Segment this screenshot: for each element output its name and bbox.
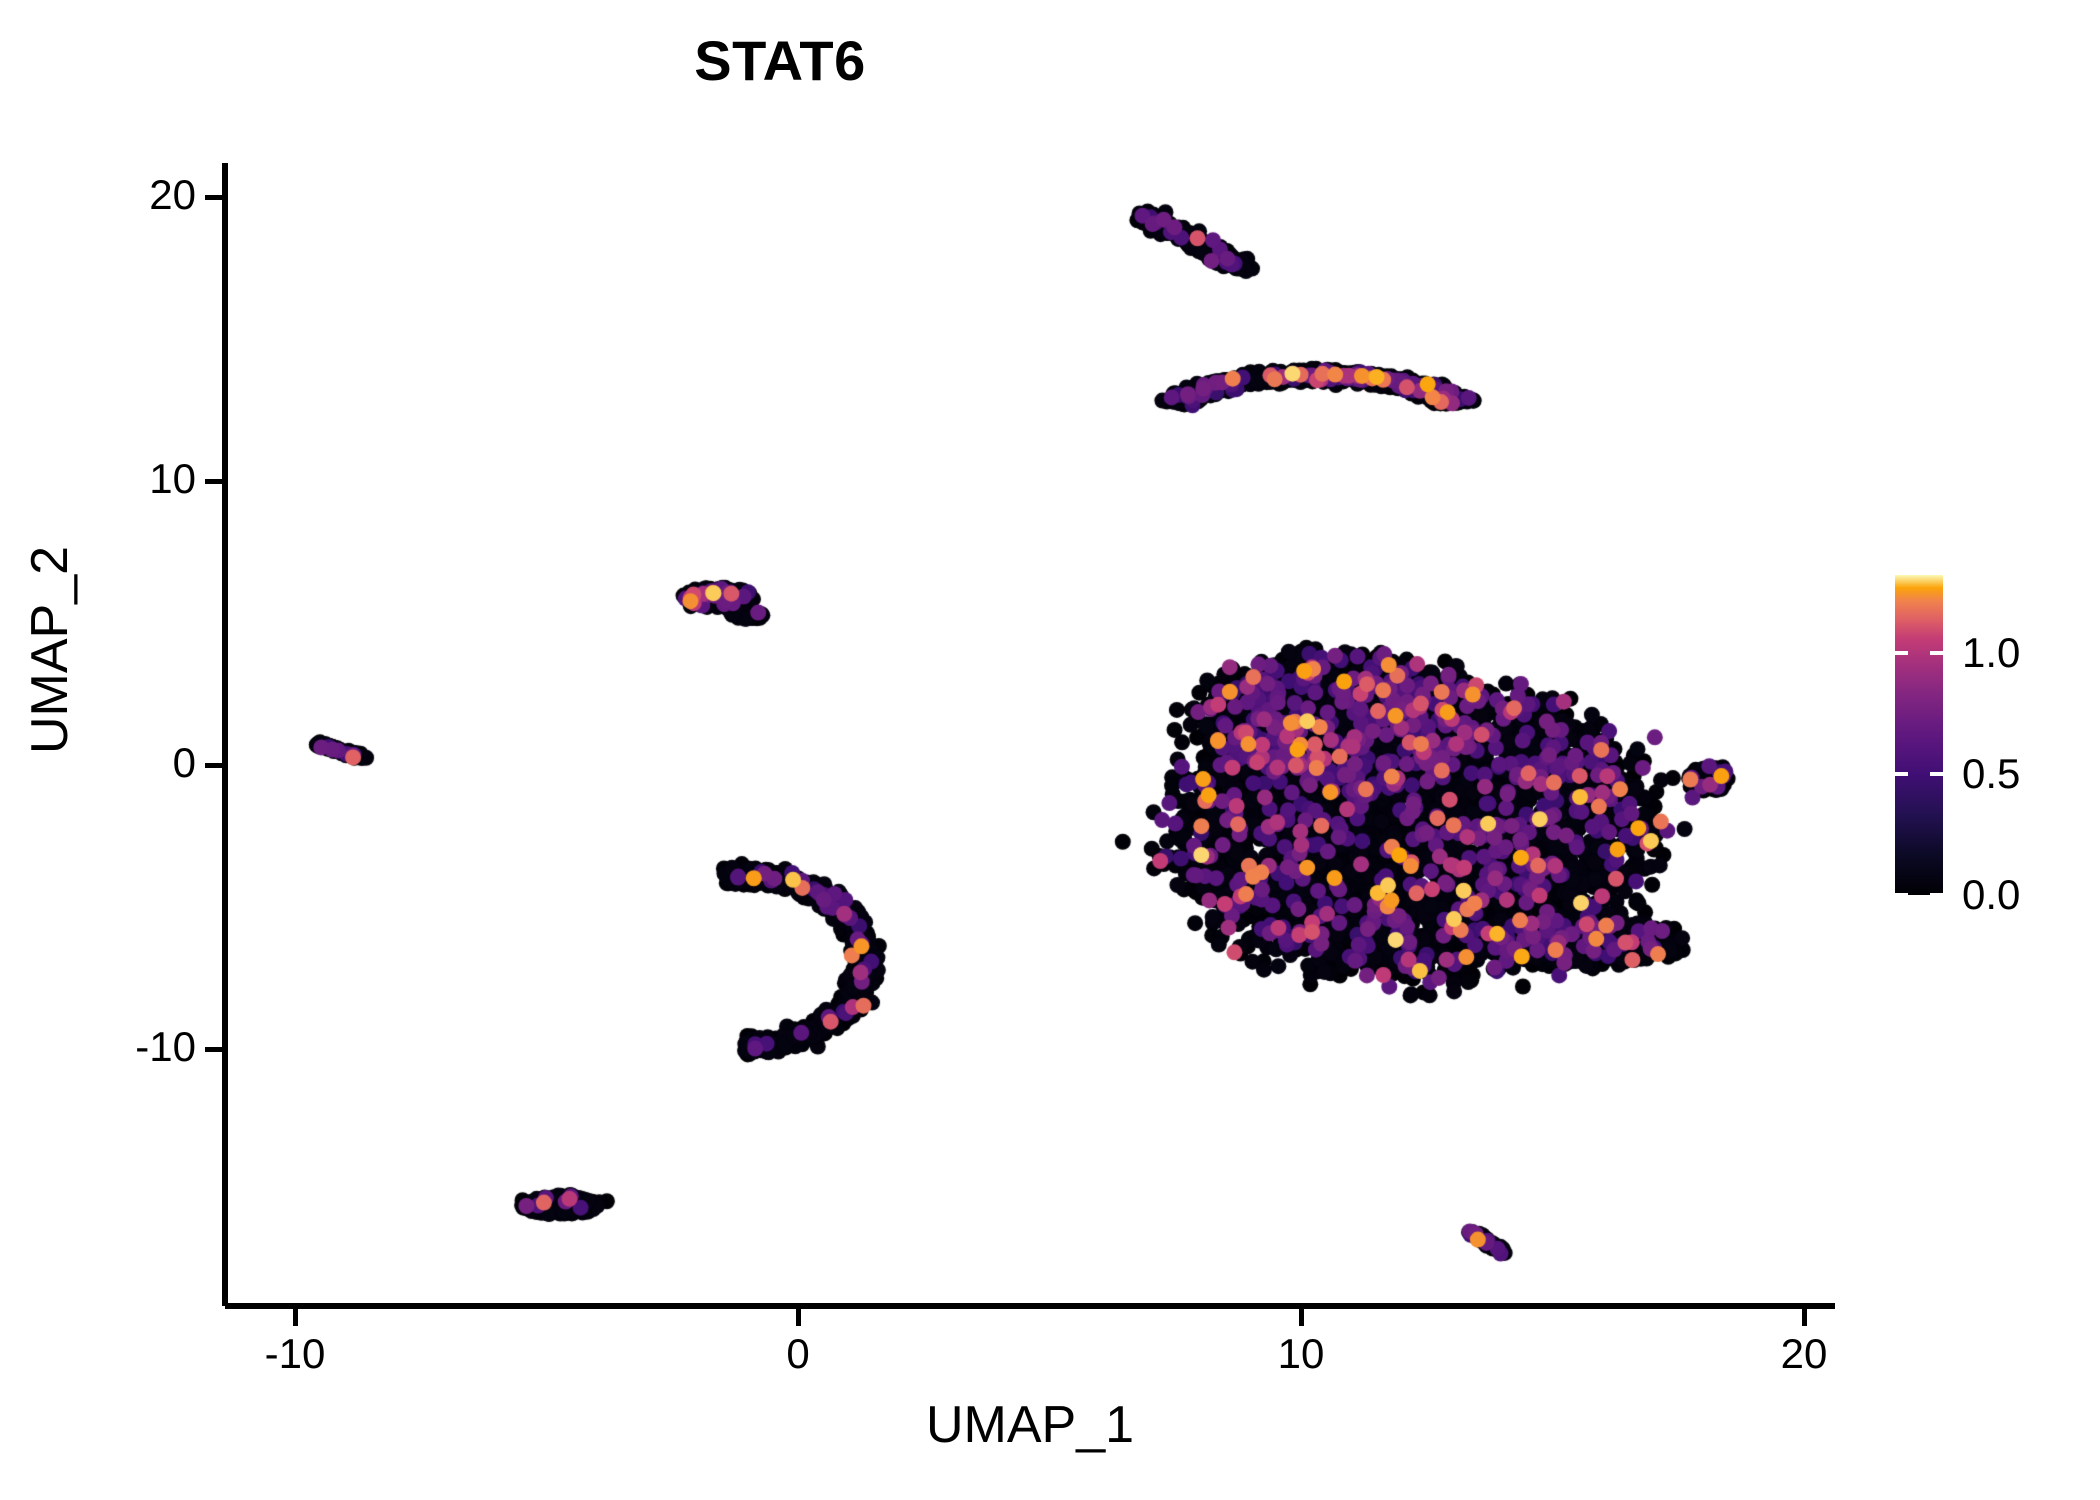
y-tick-label-wrap: 0 bbox=[0, 739, 196, 787]
colorbar-legend: 1.0 0.5 0.0 bbox=[1880, 560, 2100, 960]
x-tick-mark bbox=[1802, 1309, 1807, 1326]
x-tick-label: 20 bbox=[1780, 1330, 1828, 1377]
colorbar-tick-mark bbox=[1895, 771, 1943, 776]
x-axis-line bbox=[225, 1303, 1835, 1309]
colorbar-tick-label: 0.5 bbox=[1962, 749, 2021, 797]
x-tick-label: 0 bbox=[786, 1330, 810, 1377]
y-tick-mark bbox=[205, 763, 222, 768]
y-tick-label: 0 bbox=[172, 739, 196, 786]
y-axis-label: UMAP_2 bbox=[21, 545, 79, 755]
x-tick-mark bbox=[796, 1309, 801, 1326]
y-tick-label-wrap: 10 bbox=[0, 455, 196, 503]
x-tick-mark bbox=[293, 1309, 298, 1326]
y-axis-line bbox=[222, 163, 228, 1306]
y-tick-mark bbox=[205, 479, 222, 484]
x-tick-label: -10 bbox=[264, 1330, 326, 1377]
y-tick-label-wrap: -10 bbox=[0, 1023, 196, 1071]
y-tick-label-wrap: 20 bbox=[0, 171, 196, 219]
y-tick-mark bbox=[205, 195, 222, 200]
colorbar-tick-label: 0.0 bbox=[1962, 871, 2021, 918]
x-tick-mark bbox=[1299, 1309, 1304, 1326]
y-tick-mark bbox=[205, 1047, 222, 1052]
colorbar-gradient bbox=[1895, 575, 1943, 895]
y-tick-label: -10 bbox=[135, 1023, 196, 1070]
y-tick-label: 20 bbox=[149, 171, 196, 218]
colorbar-tick-label: 1.0 bbox=[1962, 628, 2021, 676]
colorbar-tick-mark bbox=[1895, 893, 1943, 897]
x-axis-label: UMAP_1 bbox=[925, 1396, 1135, 1454]
colorbar-tick-mark bbox=[1895, 650, 1943, 655]
y-tick-label: 10 bbox=[149, 455, 196, 502]
x-tick-label: 10 bbox=[1277, 1330, 1325, 1377]
